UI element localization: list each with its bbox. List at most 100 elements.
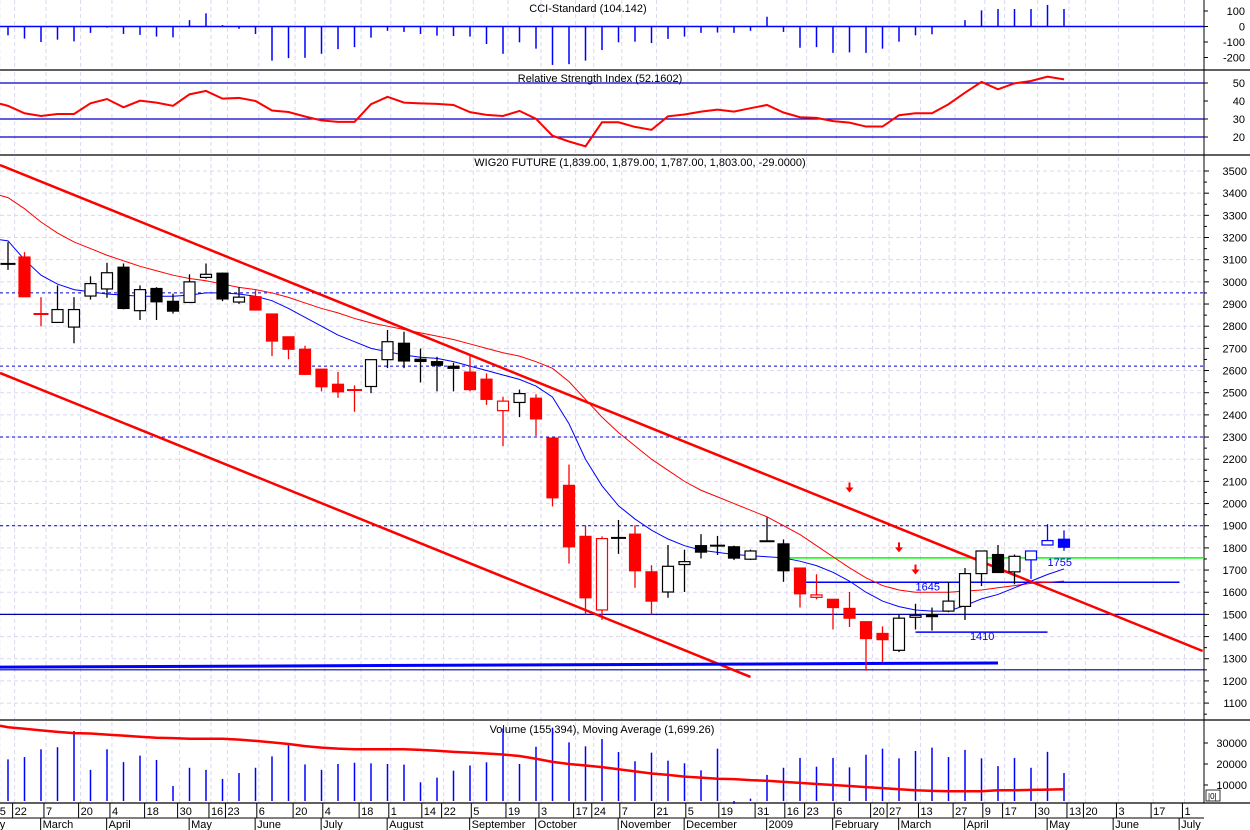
- date-day-label: 22: [444, 806, 456, 818]
- candle: [331, 371, 345, 398]
- rsi-axis-label: 50: [1233, 78, 1245, 90]
- candle-body: [513, 392, 526, 404]
- date-day-label: 4: [325, 806, 331, 818]
- date-month-label: March: [43, 819, 74, 830]
- date-day-label: 17: [576, 806, 588, 818]
- candle-body: [315, 368, 328, 388]
- rsi-line: [0, 75, 1065, 148]
- rsi-axis-label: 20: [1233, 132, 1245, 144]
- date-day-label: 4: [112, 806, 118, 818]
- date-month-label: April: [109, 819, 131, 830]
- date-day-label: 5: [473, 806, 479, 818]
- candle: [710, 535, 725, 555]
- candle: [826, 598, 840, 630]
- date-month-label: June: [257, 819, 281, 830]
- down-arrow-icon: [845, 482, 854, 493]
- candle-body: [661, 565, 675, 593]
- candle: [414, 348, 427, 383]
- corner-badge[interactable]: [1205, 789, 1221, 802]
- candle-body: [958, 573, 972, 608]
- candle: [298, 345, 312, 375]
- date-day-label: 6: [259, 806, 265, 818]
- price-axis-label: 1500: [1223, 609, 1247, 621]
- down-arrow-icon: [895, 542, 903, 553]
- price-axis-label: 3500: [1223, 166, 1247, 178]
- candle-body: [364, 359, 378, 388]
- date-day-label: 17: [1153, 806, 1165, 818]
- candle-body: [1008, 555, 1021, 573]
- candle-body: [18, 256, 31, 298]
- candle: [1041, 524, 1054, 546]
- candle-body: [991, 553, 1005, 574]
- candle: [199, 263, 213, 279]
- date-month-label: March: [901, 819, 932, 830]
- candle: [249, 290, 262, 311]
- candle: [33, 297, 49, 327]
- date-month-label: July: [1181, 819, 1201, 830]
- candle-body: [447, 365, 460, 369]
- date-day-label: 13: [1069, 806, 1081, 818]
- price-axis-label: 3400: [1223, 188, 1247, 200]
- cci-axis-label: 100: [1227, 6, 1245, 18]
- candle: [216, 272, 229, 302]
- date-day-label: 5: [0, 806, 6, 818]
- candle: [975, 550, 988, 587]
- date-month-label: y: [0, 819, 6, 830]
- candle-body: [216, 272, 229, 300]
- date-day-label: 1: [391, 806, 397, 818]
- candle-body: [199, 273, 213, 279]
- moving-average-long: [0, 194, 1065, 593]
- date-day-label: 13: [920, 806, 932, 818]
- date-month-label: August: [389, 819, 423, 830]
- trendline-support-rising: [0, 661, 999, 669]
- date-day-label: 24: [594, 806, 606, 818]
- candle: [595, 536, 609, 620]
- date-day-label: 31: [757, 806, 769, 818]
- price-axis-label: 3100: [1223, 255, 1247, 267]
- price-axis-label: 1100: [1223, 698, 1247, 710]
- date-day-label: 7: [46, 806, 52, 818]
- date-day-label: 17: [1005, 806, 1017, 818]
- candle-body: [645, 571, 658, 602]
- date-month-label: May: [1049, 819, 1070, 830]
- date-day-label: 18: [361, 806, 373, 818]
- date-month-label: May: [191, 819, 212, 830]
- candle-body: [282, 336, 295, 350]
- date-day-label: 21: [656, 806, 668, 818]
- date-day-label: 20: [295, 806, 307, 818]
- candle-body: [67, 308, 81, 328]
- candle: [529, 394, 543, 436]
- date-day-label: 23: [807, 806, 819, 818]
- candle-body: [265, 313, 279, 342]
- candle: [117, 263, 130, 310]
- candle: [991, 545, 1005, 574]
- candle: [678, 549, 691, 593]
- candle: [810, 574, 823, 600]
- candle: [496, 396, 510, 447]
- candle-body: [529, 397, 543, 420]
- candle: [793, 567, 807, 608]
- candle-body: [777, 543, 790, 572]
- candle-body: [84, 283, 97, 297]
- candle-body: [166, 300, 180, 312]
- rsi-axis-label: 30: [1233, 114, 1245, 126]
- candle: [397, 331, 411, 369]
- candle-body: [463, 371, 477, 391]
- price-axis-label: 1200: [1223, 676, 1247, 688]
- candle: [759, 517, 775, 543]
- price-axis-label: 2700: [1223, 343, 1247, 355]
- date-month-label: February: [835, 819, 880, 830]
- candle: [892, 614, 906, 653]
- candle-body: [942, 600, 955, 612]
- date-month-label: July: [323, 819, 343, 830]
- date-month-label: October: [538, 819, 577, 830]
- volume-title: Volume (155,394), Moving Average (1,699.…: [490, 724, 715, 736]
- candle-body: [51, 308, 64, 324]
- date-day-label: 20: [873, 806, 885, 818]
- candle-body: [430, 361, 444, 366]
- date-month-label: December: [686, 819, 737, 830]
- price-axis-label: 2400: [1223, 410, 1247, 422]
- candle-body: [298, 348, 312, 375]
- candle: [628, 525, 642, 588]
